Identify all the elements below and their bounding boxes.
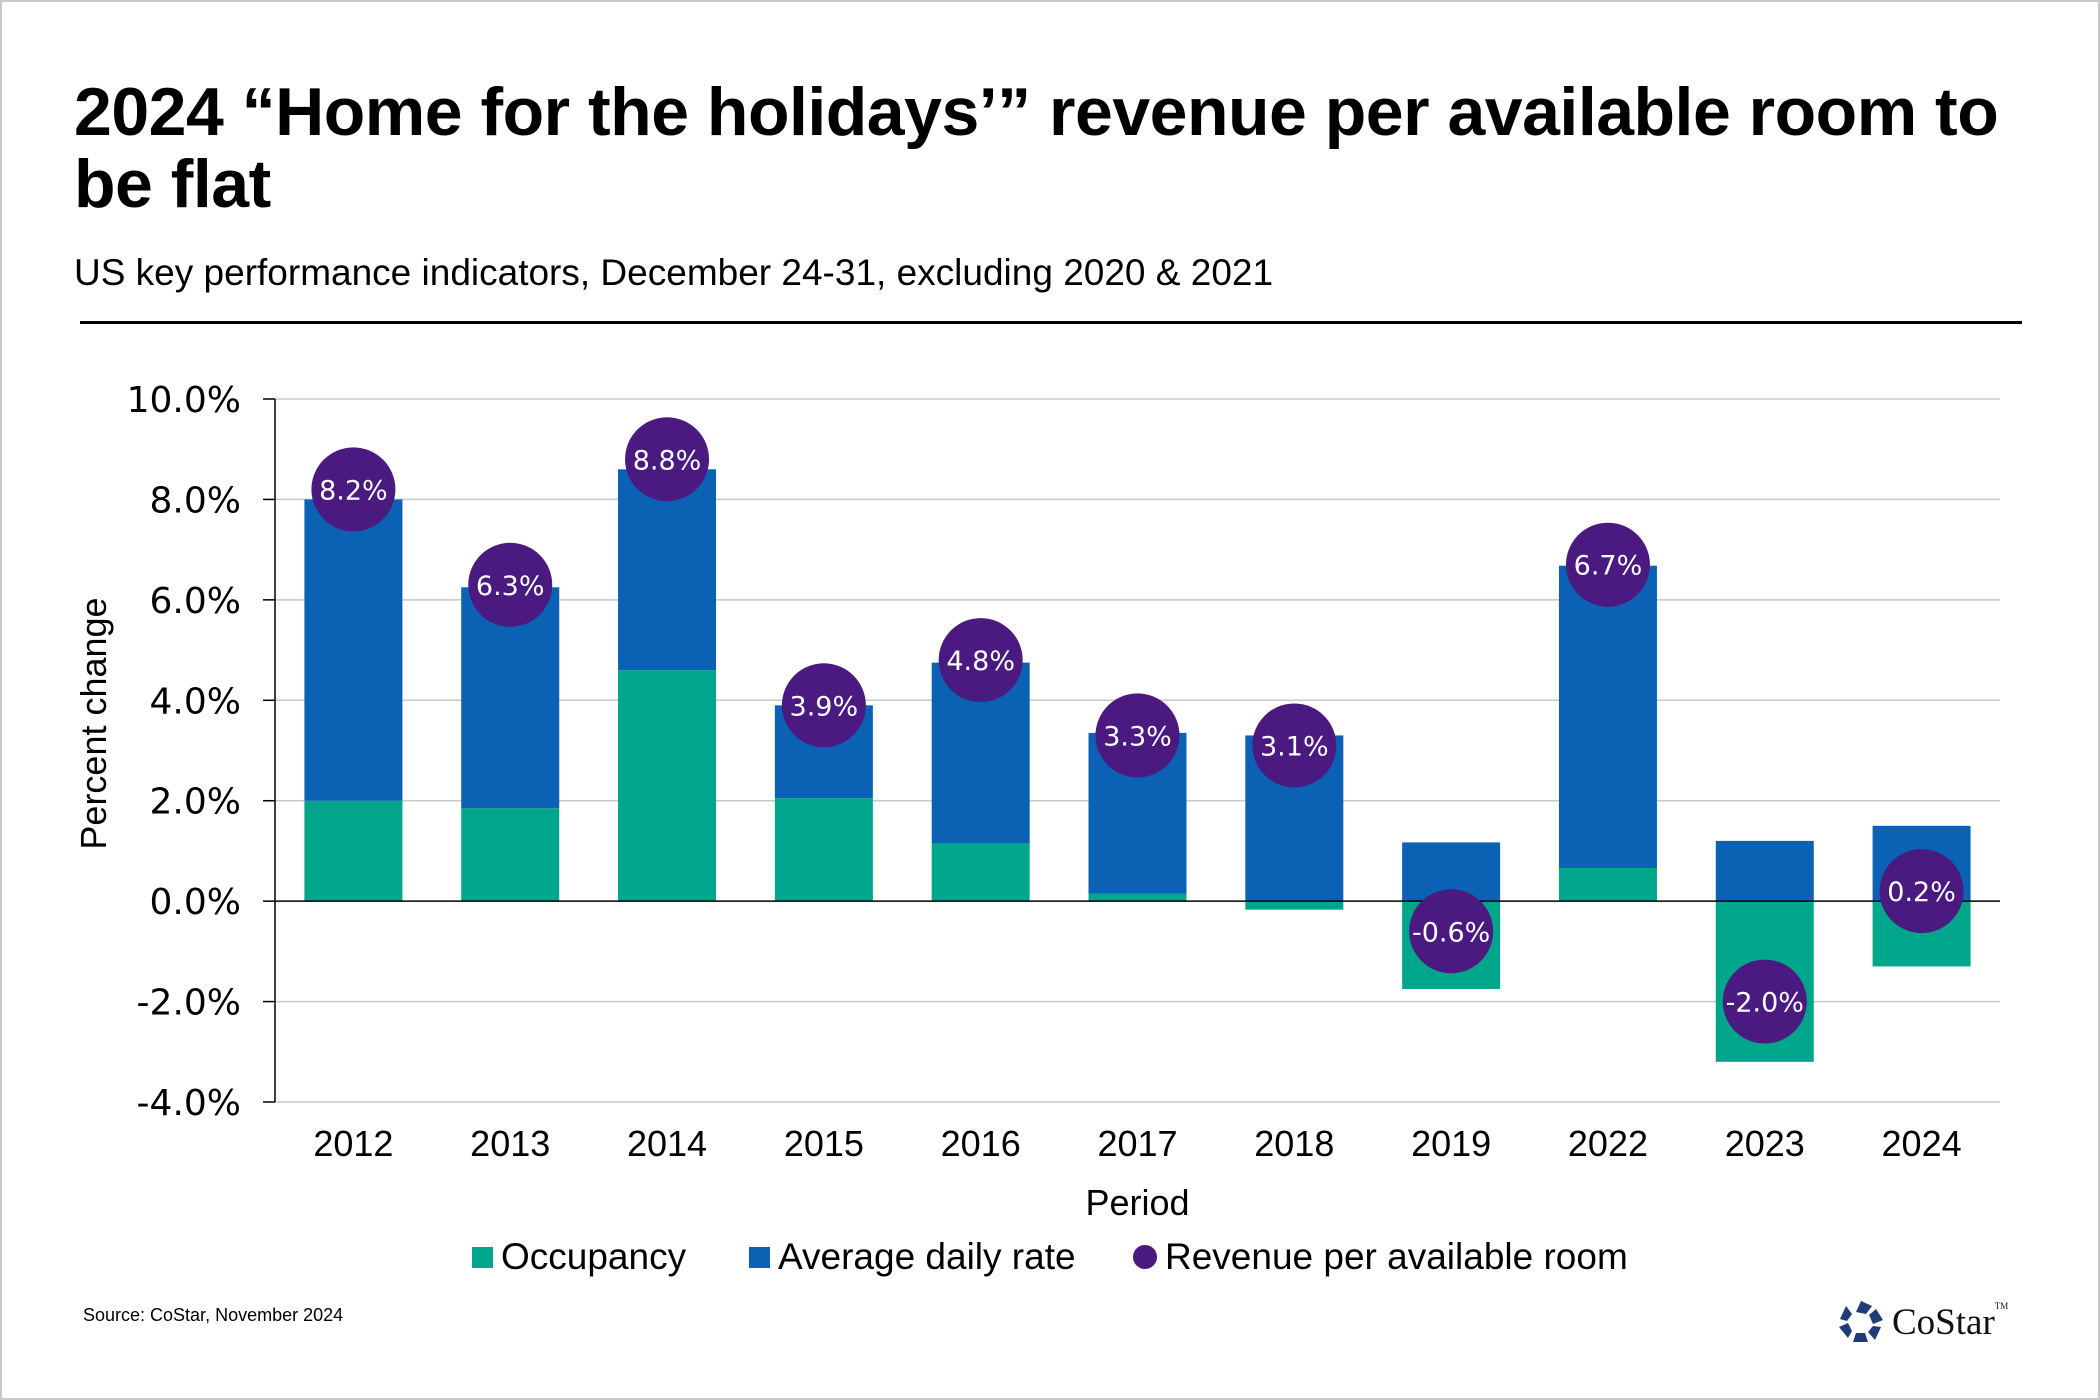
revpar-data-label: 3.1% [1260, 731, 1329, 762]
costar-logo: CoStarTM [1838, 1300, 2008, 1344]
legend-item-revpar: Revenue per available room [1133, 1236, 1628, 1278]
legend: Occupancy Average daily rate Revenue per… [0, 1236, 2100, 1286]
costar-star-icon [1839, 1301, 1883, 1342]
source-note: Source: CoStar, November 2024 [83, 1305, 344, 1325]
revpar-marker [1722, 959, 1807, 1044]
legend-item-occupancy: Occupancy [472, 1236, 686, 1278]
axes [263, 398, 2000, 1103]
occupancy-bar [1088, 893, 1187, 902]
occupancy-bar [1245, 901, 1344, 910]
y-tick-label: 0.0% [150, 882, 241, 923]
revpar-data-label: 8.2% [319, 475, 388, 506]
y-tick-label: 6.0% [150, 581, 241, 622]
x-tick-label: 2012 [313, 1123, 393, 1164]
revpar-data-label: 4.8% [946, 646, 1015, 677]
x-tick-label: 2022 [1568, 1123, 1648, 1164]
legend-label: Occupancy [501, 1236, 687, 1277]
revpar-marker [1565, 522, 1650, 607]
revpar-data-label: 8.8% [633, 445, 702, 476]
revpar-marker [938, 618, 1023, 703]
occupancy-bar [304, 800, 403, 902]
x-tick-label: 2018 [1254, 1123, 1334, 1164]
revpar-marker [311, 447, 396, 532]
x-tick-label: 2024 [1882, 1123, 1962, 1164]
revpar-marker [468, 542, 553, 627]
legend-item-adr: Average daily rate [749, 1236, 1076, 1278]
x-tick-label: 2013 [470, 1123, 550, 1164]
revpar-marker [625, 417, 710, 502]
adr-swatch-icon [749, 1246, 770, 1268]
occupancy-bar [774, 798, 873, 902]
x-tick-label: 2014 [627, 1123, 707, 1164]
logo-trademark: TM [1994, 1300, 2009, 1311]
revpar-data-label: -2.0% [1726, 988, 1804, 1019]
chart-subtitle: US key performance indicators, December … [74, 252, 1274, 293]
chart-title: 2024 “Home for the holidays’” revenue pe… [74, 74, 1999, 222]
occupancy-swatch-icon [472, 1246, 493, 1268]
revpar-marker [1252, 703, 1337, 788]
revpar-markers: 8.2% 6.3% 8.8% 3.9% 4.8% 3.3% 3.1% -0.6% 6.7% -2.… [311, 417, 1964, 1044]
logo-text: CoStar [1892, 1301, 1995, 1343]
revpar-marker [781, 663, 866, 748]
revpar-data-label: 3.3% [1103, 721, 1172, 752]
x-tick-label: 2019 [1411, 1123, 1491, 1164]
revpar-dot-icon [1133, 1245, 1157, 1269]
y-tick-label: 8.0% [150, 480, 241, 521]
y-tick-label: -4.0% [137, 1083, 241, 1124]
revpar-data-label: 3.9% [790, 691, 859, 722]
stacked-bar-chart: 8.2% 6.3% 8.8% 3.9% 4.8% 3.3% 3.1% -0.6% 6.7% -2.… [73, 380, 2000, 1223]
logo-wordmark: CoStarTM [1892, 1301, 2008, 1344]
revpar-data-label: -0.6% [1412, 917, 1490, 948]
x-tick-label: 2015 [784, 1123, 864, 1164]
y-tick-label: 4.0% [150, 681, 241, 722]
occupancy-bar [618, 670, 717, 902]
y-tick-label: 2.0% [150, 782, 241, 823]
occupancy-bar [1558, 868, 1657, 902]
x-tick-label: 2016 [941, 1123, 1021, 1164]
revpar-data-label: 6.3% [476, 571, 545, 602]
adr-bar [304, 499, 403, 801]
x-tick-label: 2017 [1097, 1123, 1177, 1164]
y-tick-label: 10.0% [127, 380, 241, 421]
legend-label: Revenue per available room [1165, 1236, 1628, 1277]
axis-labels: 10.0% 8.0% 6.0% 4.0% 2.0% 0.0% -2.0% -4.0% 2012 2… [73, 380, 1962, 1223]
adr-bar [1715, 840, 1814, 902]
adr-bar [618, 469, 717, 671]
occupancy-bar [931, 843, 1030, 902]
title-divider [80, 321, 2022, 324]
x-tick-label: 2023 [1725, 1123, 1805, 1164]
occupancy-bar [461, 808, 560, 902]
revpar-data-label: 6.7% [1574, 551, 1643, 582]
y-tick-label: -2.0% [137, 983, 241, 1024]
revpar-marker [1409, 889, 1494, 974]
y-axis-title: Percent change [73, 597, 114, 849]
revpar-data-label: 0.2% [1887, 877, 1956, 908]
x-axis-title: Period [1085, 1182, 1189, 1223]
gridlines [275, 398, 2000, 1103]
adr-bar [1558, 565, 1657, 869]
legend-label: Average daily rate [778, 1236, 1076, 1277]
revpar-marker [1879, 849, 1964, 934]
revpar-marker [1095, 693, 1180, 778]
